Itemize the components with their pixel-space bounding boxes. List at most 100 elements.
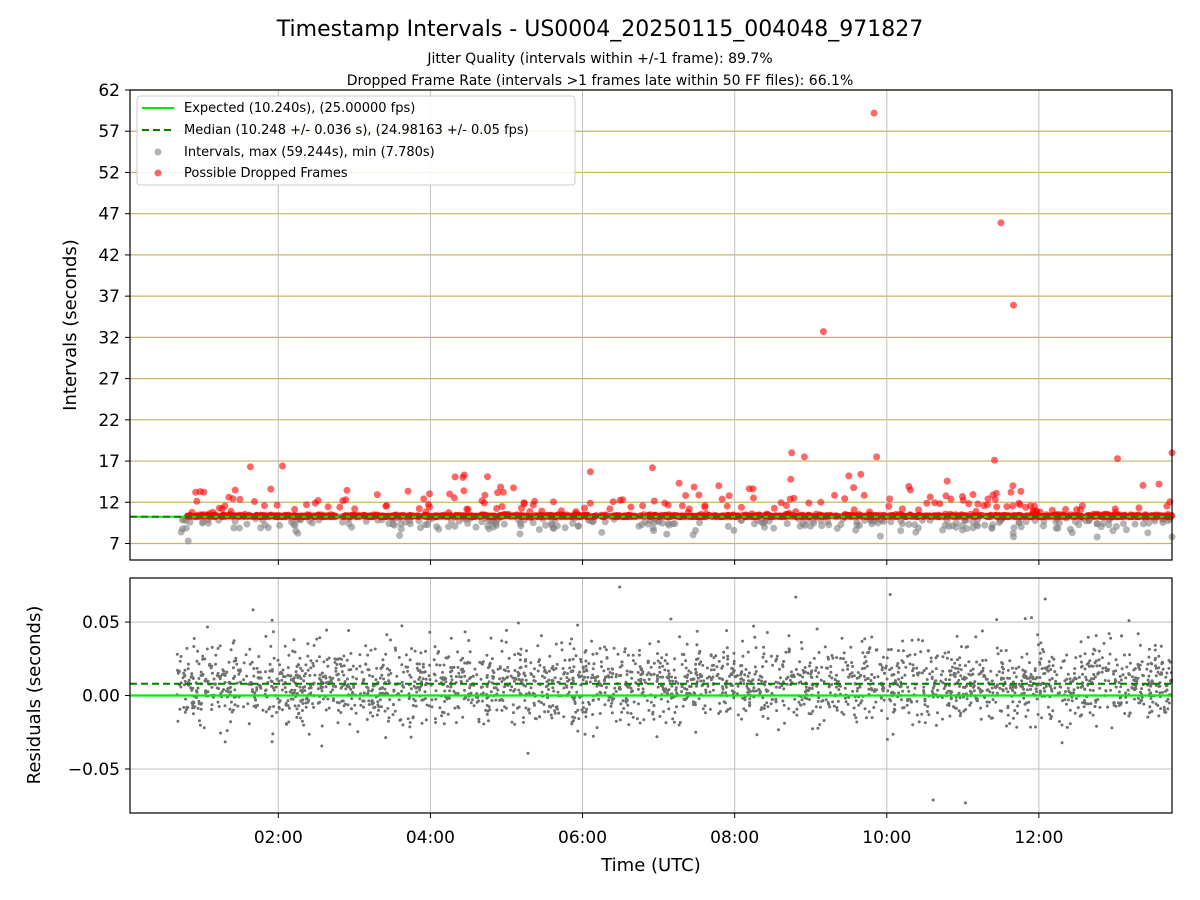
residual-point [863, 666, 867, 670]
residual-point [487, 680, 491, 684]
residual-point [449, 670, 452, 674]
residual-point [795, 713, 799, 717]
residual-point [413, 699, 417, 703]
residual-point [1028, 676, 1031, 680]
residual-point [195, 689, 198, 693]
residual-point [688, 685, 692, 688]
residual-point [931, 798, 935, 802]
residual-point [395, 674, 399, 678]
residual-point [915, 713, 919, 717]
dropped-frame-point [860, 491, 868, 499]
residual-point [556, 680, 560, 684]
residual-point [392, 703, 395, 706]
residual-point [281, 668, 285, 672]
residual-point [860, 639, 864, 643]
residual-point [302, 674, 306, 678]
residual-point [276, 697, 280, 701]
residual-point [1058, 720, 1061, 723]
residual-point [629, 712, 633, 715]
residual-point [934, 667, 938, 671]
residual-point [195, 659, 199, 663]
residual-point [1025, 701, 1029, 705]
residual-point [728, 707, 732, 710]
residual-point [604, 686, 608, 689]
residual-point [670, 684, 674, 688]
residual-point [770, 697, 774, 701]
residual-point [1128, 661, 1132, 665]
residual-point [229, 700, 233, 704]
residual-point [782, 660, 786, 663]
residual-point [884, 666, 888, 670]
residual-point [637, 653, 641, 657]
residual-point [412, 684, 416, 688]
residual-point [649, 673, 653, 677]
residual-point [336, 721, 340, 725]
residual-point [784, 650, 788, 654]
residual-point [277, 679, 281, 683]
residual-point [836, 699, 840, 703]
residual-point [1164, 710, 1168, 714]
residual-point [197, 662, 201, 666]
residual-point [553, 711, 557, 715]
residual-point [1094, 634, 1098, 638]
residual-point [1050, 677, 1054, 680]
dropped-frame-point [324, 503, 332, 511]
residual-point [740, 717, 744, 721]
residual-point [1167, 666, 1171, 670]
intervals-y-axis-label: Intervals (seconds) [60, 239, 81, 411]
residual-point [625, 673, 629, 677]
residual-point [209, 666, 213, 670]
residual-point [775, 654, 779, 658]
residual-point [986, 688, 990, 692]
residual-point [599, 691, 603, 695]
residual-point [437, 650, 440, 654]
residual-point [1038, 676, 1042, 679]
residual-point [1107, 632, 1111, 636]
residual-point [320, 724, 324, 728]
residual-point [492, 671, 496, 675]
dropped-outlier-point [788, 449, 796, 457]
residual-point [570, 685, 574, 689]
residual-point [847, 695, 851, 699]
residual-point [293, 688, 297, 692]
residual-point [748, 701, 752, 704]
interval-point [650, 527, 658, 535]
residual-point [1090, 677, 1093, 681]
residual-point [383, 687, 387, 691]
residual-point [696, 676, 700, 680]
dropped-frame-point [209, 511, 217, 519]
residual-point [225, 729, 229, 733]
residual-point [874, 648, 878, 652]
residual-point [1125, 701, 1129, 704]
residual-point [849, 645, 853, 649]
residual-point [178, 659, 182, 663]
residual-point [814, 705, 818, 709]
residual-point [320, 689, 324, 693]
residual-point [787, 647, 791, 651]
residual-point [424, 718, 428, 722]
residual-point [1117, 681, 1121, 685]
residual-point [803, 670, 807, 674]
residual-point [536, 644, 540, 648]
residual-point [620, 664, 624, 667]
residual-point [924, 667, 928, 670]
residual-point [315, 637, 319, 641]
dropped-frame-point [817, 498, 825, 506]
residual-point [954, 699, 958, 703]
residual-point [517, 677, 521, 681]
residual-point [430, 705, 434, 709]
residual-point [460, 675, 463, 679]
residual-point [194, 696, 198, 700]
residual-point [1065, 725, 1069, 729]
residual-point [568, 666, 572, 670]
residual-point [1001, 688, 1005, 692]
residual-point [380, 673, 384, 677]
residual-point [989, 669, 993, 673]
residual-point [706, 684, 710, 688]
residual-point [718, 676, 721, 680]
residual-point [618, 687, 621, 691]
dropped-frame-point [459, 473, 467, 481]
residual-point [434, 721, 438, 724]
residual-point [423, 690, 427, 694]
residual-point [583, 675, 586, 679]
